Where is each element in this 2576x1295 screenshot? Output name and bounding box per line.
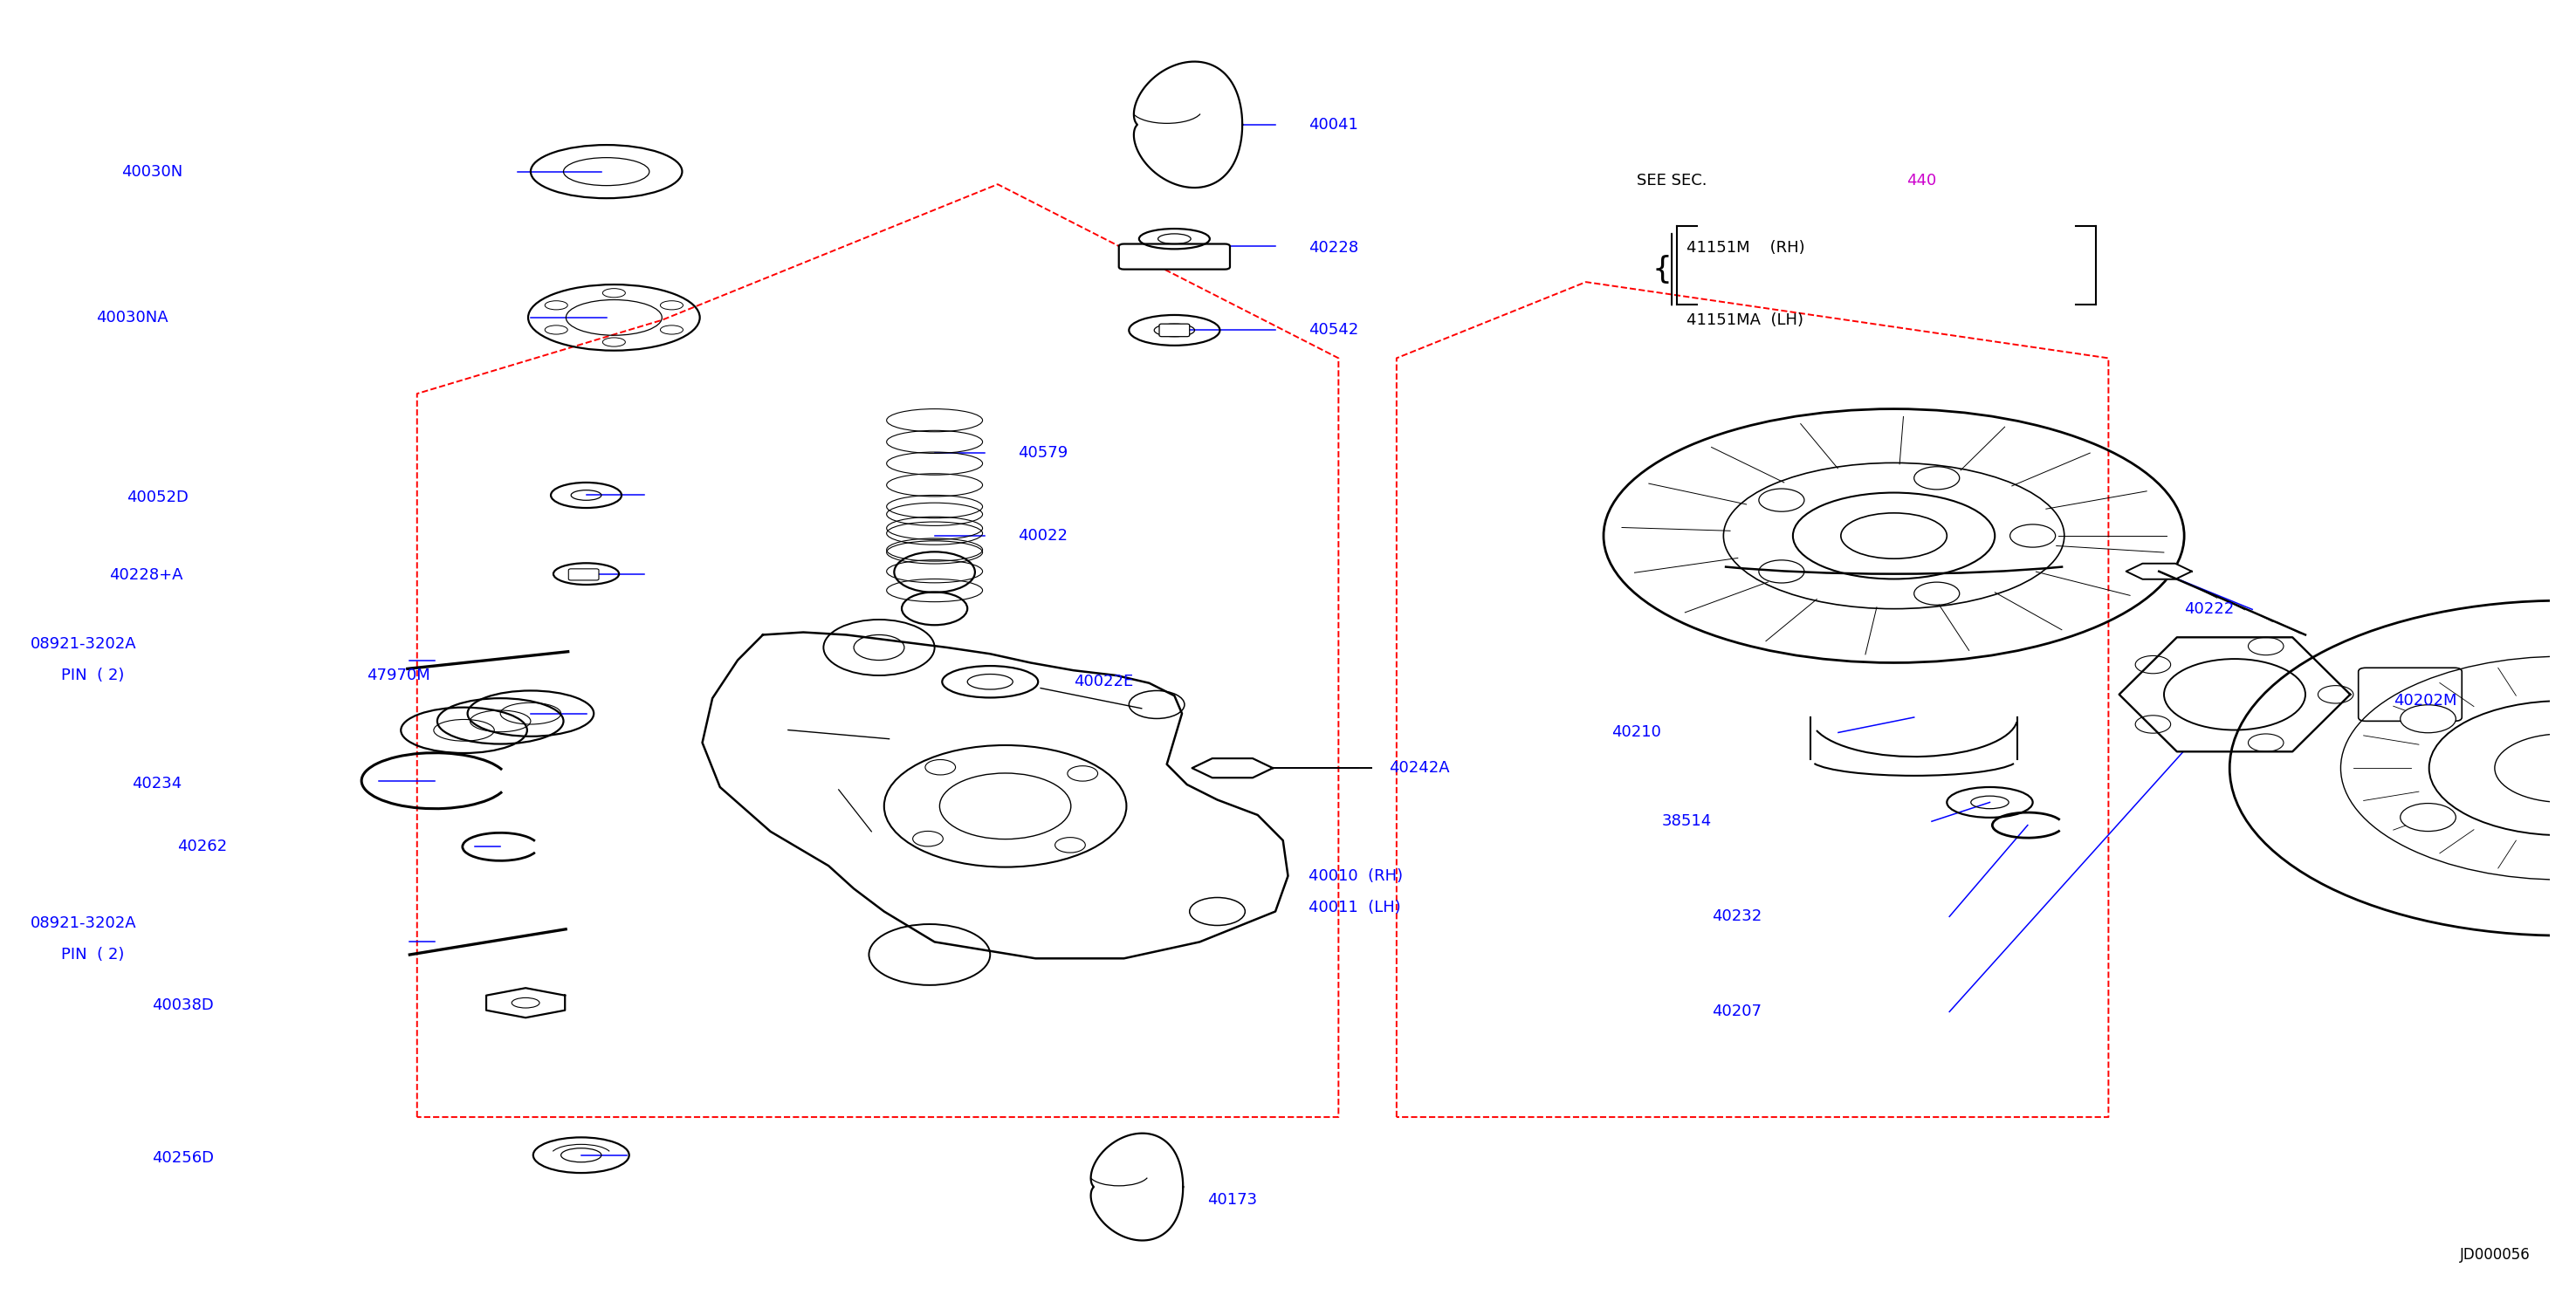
FancyBboxPatch shape [1159, 324, 1190, 337]
Text: 40030NA: 40030NA [95, 310, 167, 325]
Text: SEE SEC.: SEE SEC. [1636, 172, 1708, 188]
Polygon shape [487, 988, 564, 1018]
Polygon shape [2120, 637, 2349, 751]
Circle shape [2401, 803, 2455, 831]
Polygon shape [2125, 563, 2192, 579]
Polygon shape [703, 632, 1288, 958]
Polygon shape [1133, 62, 1242, 188]
Polygon shape [1090, 1133, 1182, 1241]
Text: 40228: 40228 [1309, 240, 1358, 255]
Text: 40210: 40210 [1610, 725, 1662, 741]
Text: 40052D: 40052D [126, 490, 188, 505]
Circle shape [2401, 704, 2455, 733]
Text: 40202M: 40202M [2393, 693, 2458, 708]
Text: 47970M: 47970M [366, 667, 430, 684]
Text: 40232: 40232 [1713, 909, 1762, 925]
Polygon shape [1193, 759, 1273, 778]
Text: {: { [1651, 255, 1672, 284]
Text: 40022E: 40022E [1074, 673, 1133, 690]
Text: 440: 440 [1906, 172, 1937, 188]
Text: JD000056: JD000056 [2460, 1247, 2530, 1263]
FancyBboxPatch shape [569, 569, 598, 580]
Text: 40022: 40022 [1018, 528, 1066, 544]
Text: 41151M    (RH): 41151M (RH) [1687, 240, 1806, 255]
Text: 40242A: 40242A [1388, 760, 1450, 776]
Text: 08921-3202A: 08921-3202A [31, 916, 137, 931]
FancyBboxPatch shape [2360, 668, 2463, 721]
Text: 40542: 40542 [1309, 322, 1358, 338]
Text: 40207: 40207 [1713, 1004, 1762, 1019]
Text: 40228+A: 40228+A [108, 567, 183, 583]
Text: PIN  ( 2): PIN ( 2) [62, 667, 124, 684]
Text: 40256D: 40256D [152, 1150, 214, 1165]
Text: 38514: 38514 [1662, 813, 1710, 829]
Text: 40262: 40262 [178, 839, 227, 855]
Text: 40010  (RH): 40010 (RH) [1309, 868, 1401, 883]
Text: 40173: 40173 [1208, 1191, 1257, 1207]
FancyBboxPatch shape [1118, 243, 1229, 269]
Text: 40030N: 40030N [121, 163, 183, 180]
Text: PIN  ( 2): PIN ( 2) [62, 947, 124, 962]
Text: 40222: 40222 [2184, 602, 2233, 618]
Text: 40579: 40579 [1018, 445, 1069, 461]
Text: 40011  (LH): 40011 (LH) [1309, 900, 1401, 916]
Text: 40041: 40041 [1309, 117, 1358, 132]
Text: 40234: 40234 [131, 776, 183, 791]
Text: 41151MA  (LH): 41151MA (LH) [1687, 312, 1803, 328]
Text: 40038D: 40038D [152, 997, 214, 1013]
Text: 08921-3202A: 08921-3202A [31, 636, 137, 651]
